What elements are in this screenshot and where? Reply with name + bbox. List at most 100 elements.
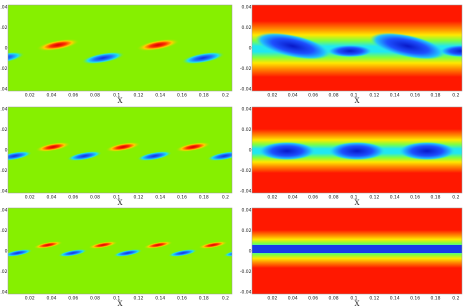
x-tick-label: 0.2 xyxy=(452,93,459,99)
x-tick-label: 0.08 xyxy=(329,93,339,99)
y-tick-label: 0.04 xyxy=(241,107,251,113)
x-tick-label: 0.12 xyxy=(133,195,143,201)
y-tick-label: -0.02 xyxy=(240,269,252,275)
vortex-positive xyxy=(136,38,180,52)
vortex-positive xyxy=(88,241,118,249)
y-tick-label: 0.04 xyxy=(0,107,8,113)
y-tick-label: 0.04 xyxy=(0,5,8,11)
frame xyxy=(251,106,463,194)
x-tick-label: 0.1 xyxy=(350,93,357,99)
x-tick-label: 0.2 xyxy=(222,296,229,302)
x-axis-label: X xyxy=(355,300,360,306)
vortex-positive xyxy=(33,241,63,249)
x-tick-label: 0.04 xyxy=(46,195,56,201)
x-tick-label: 0.18 xyxy=(199,93,209,99)
x-tick-label: 0.12 xyxy=(369,296,379,302)
y-tick-label: -0.02 xyxy=(0,269,8,275)
y-tick-label: -0.04 xyxy=(0,87,8,93)
y-tick-label: -0.04 xyxy=(240,87,252,93)
x-tick-label: 0.06 xyxy=(68,195,78,201)
x-tick-label: 0.1 xyxy=(350,195,357,201)
vortex-negative xyxy=(8,51,25,65)
panel xyxy=(252,5,462,91)
vortex-negative xyxy=(136,150,173,162)
x-tick-label: 0.18 xyxy=(430,93,440,99)
vortex-negative xyxy=(112,249,143,257)
vortex-negative xyxy=(167,249,198,257)
vortex-positive xyxy=(35,141,71,153)
vortex-positive xyxy=(198,241,228,249)
x-tick-label: 0.06 xyxy=(68,296,78,302)
blob xyxy=(255,32,330,60)
x-tick-label: 0.18 xyxy=(199,195,209,201)
frame xyxy=(7,207,233,295)
x-tick-label: 0.1 xyxy=(113,296,120,302)
x-tick-label: 0.06 xyxy=(308,296,318,302)
y-tick-label: -0.04 xyxy=(0,290,8,296)
x-tick-label: 0.14 xyxy=(390,195,400,201)
y-tick-label: 0 xyxy=(249,46,252,52)
x-tick-label: 0.16 xyxy=(177,93,187,99)
y-tick-label: 0.02 xyxy=(0,127,8,133)
vortex-negative xyxy=(8,249,33,257)
blob xyxy=(440,45,462,57)
panel xyxy=(252,107,462,193)
y-tick-label: 0.02 xyxy=(241,127,251,133)
x-tick-label: 0.16 xyxy=(177,296,187,302)
x-tick-label: 0.14 xyxy=(155,195,165,201)
x-axis-label: X xyxy=(118,199,123,207)
panel xyxy=(8,5,232,91)
vortex-positive xyxy=(143,241,173,249)
y-tick-label: 0 xyxy=(5,249,8,255)
x-axis-label: X xyxy=(355,199,360,207)
y-tick-label: 0.02 xyxy=(241,228,251,234)
y-tick-label: -0.04 xyxy=(240,189,252,195)
panel xyxy=(252,208,462,294)
x-tick-label: 0.08 xyxy=(90,296,100,302)
field xyxy=(8,208,232,294)
panel xyxy=(8,208,232,294)
x-tick-label: 0.18 xyxy=(430,195,440,201)
vortex-negative xyxy=(222,249,232,257)
vortex-positive xyxy=(0,140,1,154)
y-tick-label: -0.02 xyxy=(0,168,8,174)
vortex-negative xyxy=(206,150,232,162)
x-tick-label: 0.16 xyxy=(410,296,420,302)
y-tick-label: 0.04 xyxy=(0,208,8,214)
x-tick-label: 0.14 xyxy=(390,296,400,302)
x-tick-label: 0.1 xyxy=(113,93,120,99)
y-tick-label: 0.04 xyxy=(241,5,251,11)
x-tick-label: 0.08 xyxy=(329,195,339,201)
x-tick-label: 0.02 xyxy=(25,93,35,99)
y-tick-label: -0.02 xyxy=(240,66,252,72)
blob xyxy=(328,45,372,57)
frame xyxy=(7,4,233,92)
x-tick-label: 0.16 xyxy=(410,195,420,201)
x-tick-label: 0.02 xyxy=(267,195,277,201)
frame xyxy=(251,207,463,295)
panel xyxy=(0,107,232,193)
x-tick-label: 0.2 xyxy=(452,296,459,302)
x-tick-label: 0.14 xyxy=(155,296,165,302)
x-tick-label: 0.12 xyxy=(369,195,379,201)
y-tick-label: 0 xyxy=(5,148,8,154)
vortex-negative xyxy=(8,150,33,162)
y-tick-label: 0.02 xyxy=(241,25,251,31)
x-tick-label: 0.12 xyxy=(369,93,379,99)
vortex-negative xyxy=(181,51,225,65)
y-tick-label: 0 xyxy=(249,249,252,255)
y-tick-label: 0 xyxy=(249,148,252,154)
x-tick-label: 0.1 xyxy=(113,195,120,201)
x-tick-label: 0.16 xyxy=(410,93,420,99)
vortex-negative xyxy=(81,51,125,65)
y-tick-label: 0.04 xyxy=(241,208,251,214)
x-tick-label: 0.06 xyxy=(308,93,318,99)
x-tick-label: 0.14 xyxy=(155,93,165,99)
x-axis-label: X xyxy=(118,97,123,105)
x-tick-label: 0.04 xyxy=(288,296,298,302)
blob-strip xyxy=(252,245,462,253)
x-axis-label: X xyxy=(118,300,123,306)
x-tick-label: 0.02 xyxy=(25,195,35,201)
blob xyxy=(399,142,455,160)
